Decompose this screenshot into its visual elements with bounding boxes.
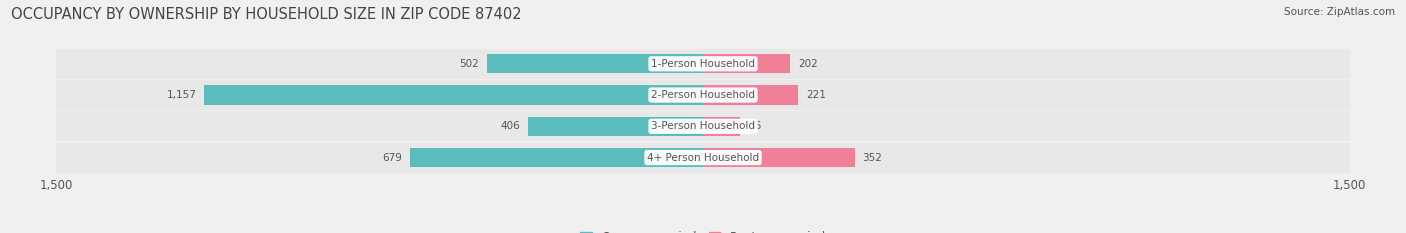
Text: 202: 202 [797, 59, 818, 69]
Text: 2-Person Household: 2-Person Household [651, 90, 755, 100]
Text: OCCUPANCY BY OWNERSHIP BY HOUSEHOLD SIZE IN ZIP CODE 87402: OCCUPANCY BY OWNERSHIP BY HOUSEHOLD SIZE… [11, 7, 522, 22]
Bar [204, 85, 703, 105]
Text: 4+ Person Household: 4+ Person Household [647, 153, 759, 163]
Text: 502: 502 [458, 59, 479, 69]
Text: 352: 352 [862, 153, 883, 163]
Bar [703, 54, 790, 73]
Bar [703, 85, 799, 105]
Text: 86: 86 [748, 121, 761, 131]
Text: 1,157: 1,157 [166, 90, 197, 100]
Text: 3-Person Household: 3-Person Household [651, 121, 755, 131]
Bar [411, 148, 703, 167]
Text: 406: 406 [501, 121, 520, 131]
Text: Source: ZipAtlas.com: Source: ZipAtlas.com [1284, 7, 1395, 17]
Bar [486, 54, 703, 73]
Legend: Owner-occupied, Renter-occupied: Owner-occupied, Renter-occupied [575, 226, 831, 233]
Text: 221: 221 [806, 90, 825, 100]
Bar [56, 80, 1350, 110]
Text: 1-Person Household: 1-Person Household [651, 59, 755, 69]
Bar [56, 111, 1350, 141]
Bar [56, 143, 1350, 173]
Text: 679: 679 [382, 153, 402, 163]
Bar [527, 116, 703, 136]
Bar [703, 148, 855, 167]
Bar [56, 49, 1350, 79]
Bar [703, 116, 740, 136]
